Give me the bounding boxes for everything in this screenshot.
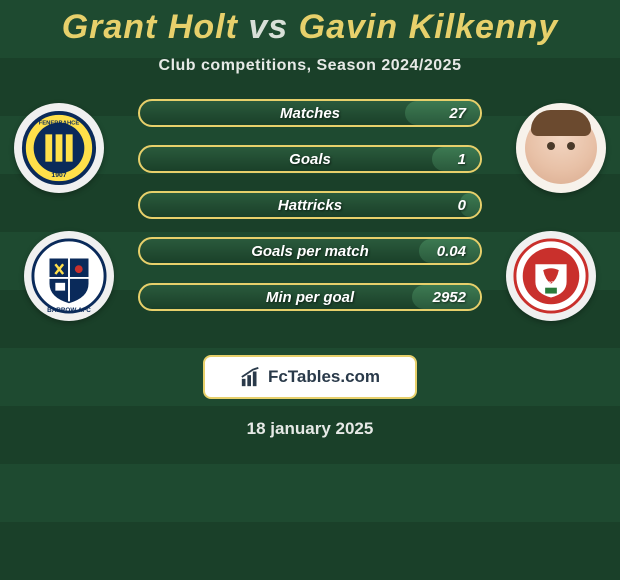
svg-text:BARROW AFC: BARROW AFC: [47, 307, 91, 314]
stat-value: 1: [458, 151, 466, 168]
stat-bar-matches: Matches 27: [138, 99, 482, 127]
player2-name: Gavin Kilkenny: [299, 8, 559, 46]
face-icon: [525, 112, 597, 184]
fenerbahce-icon: FENERBAHCE 1907: [20, 109, 98, 187]
main-content: Grant Holt vs Gavin Kilkenny Club compet…: [0, 0, 620, 580]
stat-value: 27: [449, 105, 466, 122]
stat-label: Hattricks: [140, 197, 480, 214]
branding-text: FcTables.com: [268, 367, 380, 387]
svg-text:FENERBAHCE: FENERBAHCE: [39, 121, 80, 127]
svg-text:1879: 1879: [544, 282, 558, 288]
club-crest-swindon: 1879: [506, 231, 596, 321]
stat-bar-min-per-goal: Min per goal 2952: [138, 283, 482, 311]
stat-bar-goals: Goals 1: [138, 145, 482, 173]
stat-label: Matches: [140, 105, 480, 122]
stat-bars: Matches 27 Goals 1 Hattricks 0 Goals per…: [138, 99, 482, 311]
chart-icon: [240, 366, 262, 388]
stat-label: Goals per match: [140, 243, 480, 260]
stat-label: Min per goal: [140, 289, 480, 306]
stat-bar-goals-per-match: Goals per match 0.04: [138, 237, 482, 265]
branding-box: FcTables.com: [203, 355, 417, 399]
season-subtitle: Club competitions, Season 2024/2025: [159, 57, 462, 75]
stat-bar-hattricks: Hattricks 0: [138, 191, 482, 219]
comparison-area: FENERBAHCE 1907 BARROW AFC: [0, 103, 620, 353]
barrow-icon: BARROW AFC: [30, 237, 108, 315]
club-crest-fenerbahce: FENERBAHCE 1907: [14, 103, 104, 193]
swindon-icon: 1879: [512, 237, 590, 315]
svg-text:1907: 1907: [51, 172, 66, 179]
date-text: 18 january 2025: [247, 419, 374, 439]
stat-value: 0: [458, 197, 466, 214]
stat-value: 2952: [433, 289, 466, 306]
player1-name: Grant Holt: [62, 8, 238, 46]
comparison-title: Grant Holt vs Gavin Kilkenny: [62, 8, 559, 47]
player-photo: [516, 103, 606, 193]
stat-value: 0.04: [437, 243, 466, 260]
vs-text: vs: [248, 8, 288, 46]
club-crest-barrow: BARROW AFC: [24, 231, 114, 321]
stat-label: Goals: [140, 151, 480, 168]
